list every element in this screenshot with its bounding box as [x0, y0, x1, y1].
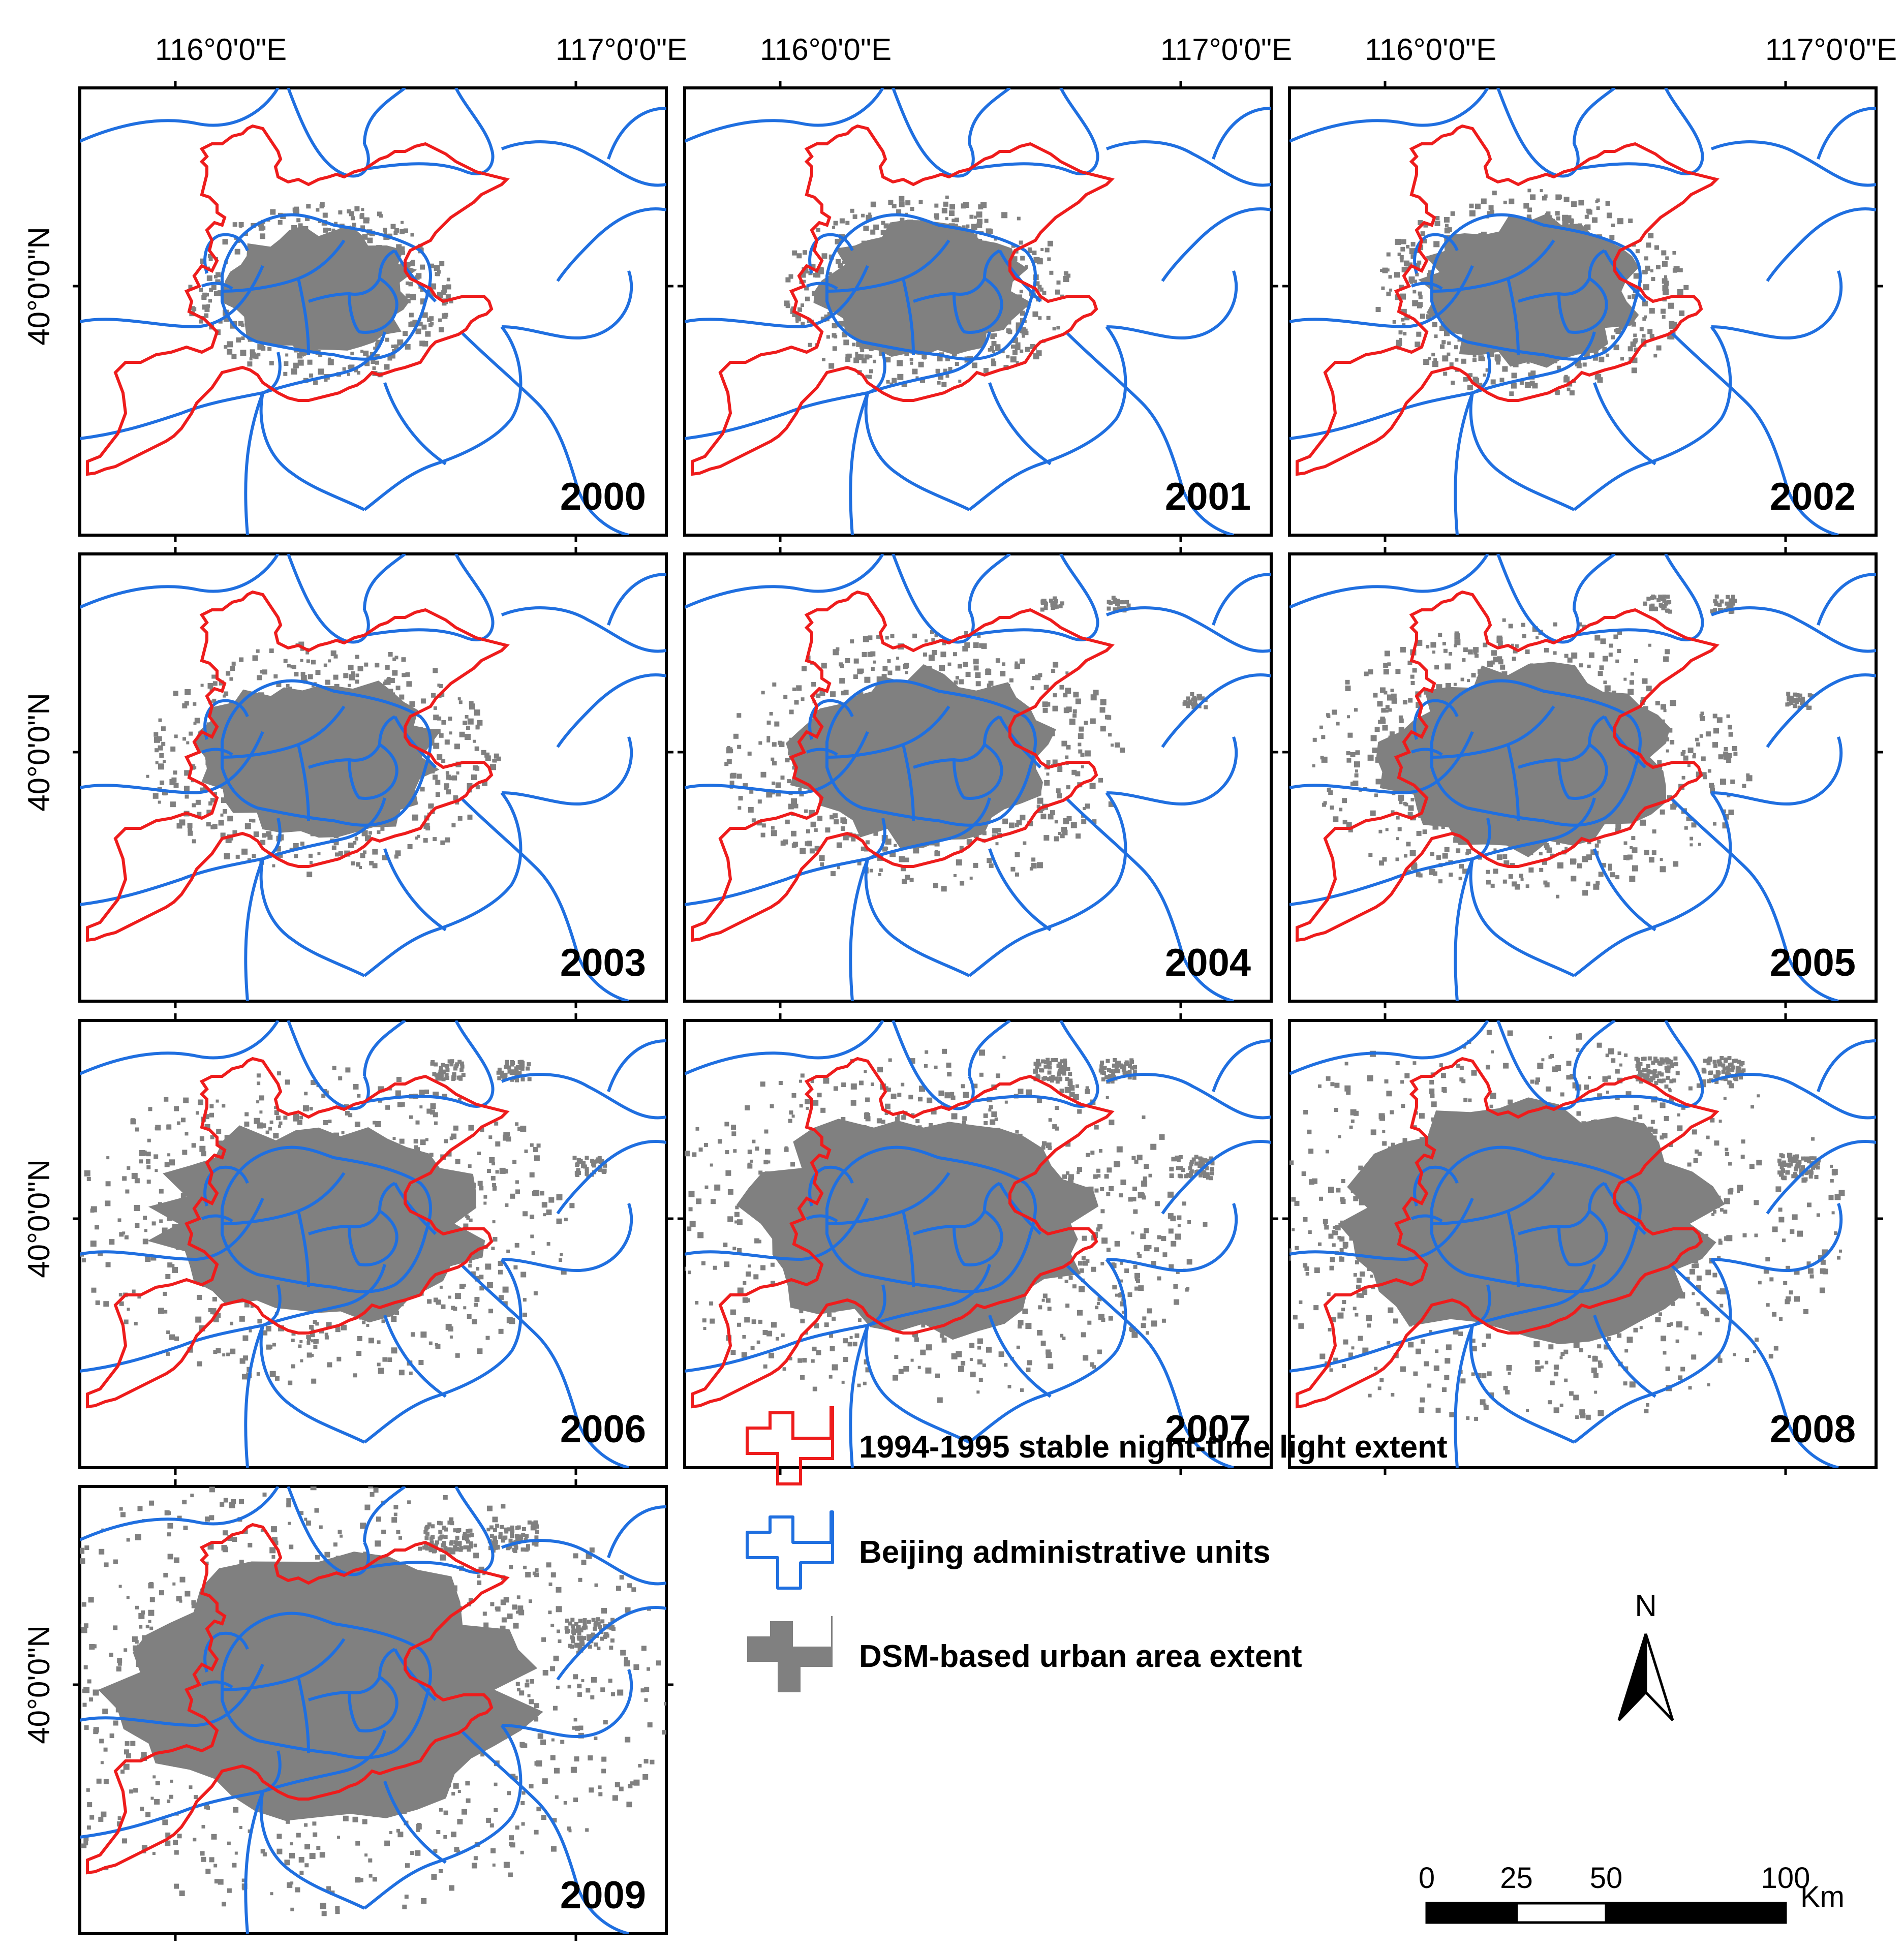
lon-label-117E: 117°0'0"E: [1765, 33, 1897, 67]
north-arrow: N: [1617, 1589, 1674, 1721]
scale-bar-unit: Km: [1800, 1880, 1845, 1913]
lat-label-40N: 40°0'0"N: [22, 1625, 56, 1744]
legend-label-admin-units: Beijing administrative units: [859, 1535, 1271, 1570]
map-panel-2004: 2004: [678, 547, 1278, 1008]
map-panel-2005: 2005: [1282, 547, 1883, 1008]
legend: 1994-1995 stable night-time light extent…: [746, 1406, 1448, 1692]
panel-year-label: 2006: [560, 1408, 646, 1451]
map-panel-2007: 2007: [678, 1013, 1278, 1475]
map-panel-2009: 2009 40°0'0"N: [22, 1479, 673, 1941]
panel-year-label: 2003: [560, 941, 646, 984]
panel-year-label: 2000: [560, 475, 646, 518]
scale-bar-segment: [1605, 1902, 1787, 1924]
panel-year-label: 2005: [1770, 941, 1856, 984]
panel-year-label: 2002: [1770, 475, 1856, 518]
legend-swatch-gray-fill: [747, 1616, 833, 1692]
scale-bar-segment: [1515, 1902, 1608, 1924]
legend-item-admin-units: Beijing administrative units: [746, 1510, 1271, 1590]
map-panel-2003: 2003 40°0'0"N: [22, 547, 673, 1008]
urban-area-2001: [784, 195, 1071, 387]
map-panel-2008: 2008: [1282, 1013, 1883, 1475]
map-panel-2000: 2000 116°0'0"E 117°0'0"E 40°0'0"N: [22, 33, 687, 542]
urban-area-2002: [1375, 189, 1689, 396]
legend-item-urban-extent: DSM-based urban area extent: [747, 1616, 1302, 1692]
map-panels: 2000 116°0'0"E 117°0'0"E 40°0'0"N 2001 116°0'…: [22, 33, 1897, 1941]
scale-bar-tick-label: 25: [1500, 1862, 1533, 1895]
scale-bar-tick-label: 50: [1590, 1862, 1623, 1895]
lon-label-116E: 116°0'0"E: [155, 33, 287, 67]
lat-label-40N: 40°0'0"N: [22, 693, 56, 812]
north-arrow-label: N: [1635, 1589, 1656, 1623]
map-panel-2006: 2006 40°0'0"N: [22, 1013, 673, 1475]
lon-label-116E: 116°0'0"E: [760, 33, 892, 67]
legend-swatch-red-outline: [746, 1406, 834, 1485]
north-arrow-icon: [1617, 1633, 1647, 1721]
map-panel-2001: 2001 116°0'0"E 117°0'0"E: [678, 33, 1292, 542]
lon-label-117E: 117°0'0"E: [556, 33, 687, 67]
lon-label-116E: 116°0'0"E: [1365, 33, 1496, 67]
panel-year-label: 2001: [1165, 475, 1251, 518]
legend-swatch-blue-outline: [746, 1510, 834, 1590]
map-panel-2002: 2002 116°0'0"E 117°0'0"E: [1282, 33, 1897, 542]
panel-year-label: 2007: [1165, 1408, 1251, 1451]
scale-bar-segment: [1425, 1902, 1518, 1924]
urban-area-2008: [1289, 1030, 1845, 1421]
scale-bar-tick-label: 100: [1761, 1862, 1810, 1895]
lat-label-40N: 40°0'0"N: [22, 227, 56, 346]
panel-year-label: 2009: [560, 1874, 646, 1917]
panel-year-label: 2004: [1165, 941, 1251, 984]
scale-bar: 0 25 50 100 Km: [1419, 1862, 1845, 1924]
legend-label-urban-extent: DSM-based urban area extent: [859, 1639, 1302, 1674]
legend-label-nightlight-extent: 1994-1995 stable night-time light extent: [859, 1430, 1448, 1465]
scale-bar-tick-label: 0: [1419, 1862, 1435, 1895]
lat-label-40N: 40°0'0"N: [22, 1159, 56, 1278]
urban-area-2005: [1312, 594, 1814, 898]
legend-item-nightlight-extent: 1994-1995 stable night-time light extent: [746, 1406, 1448, 1485]
lon-label-117E: 117°0'0"E: [1160, 33, 1292, 67]
panel-year-label: 2008: [1770, 1408, 1856, 1451]
